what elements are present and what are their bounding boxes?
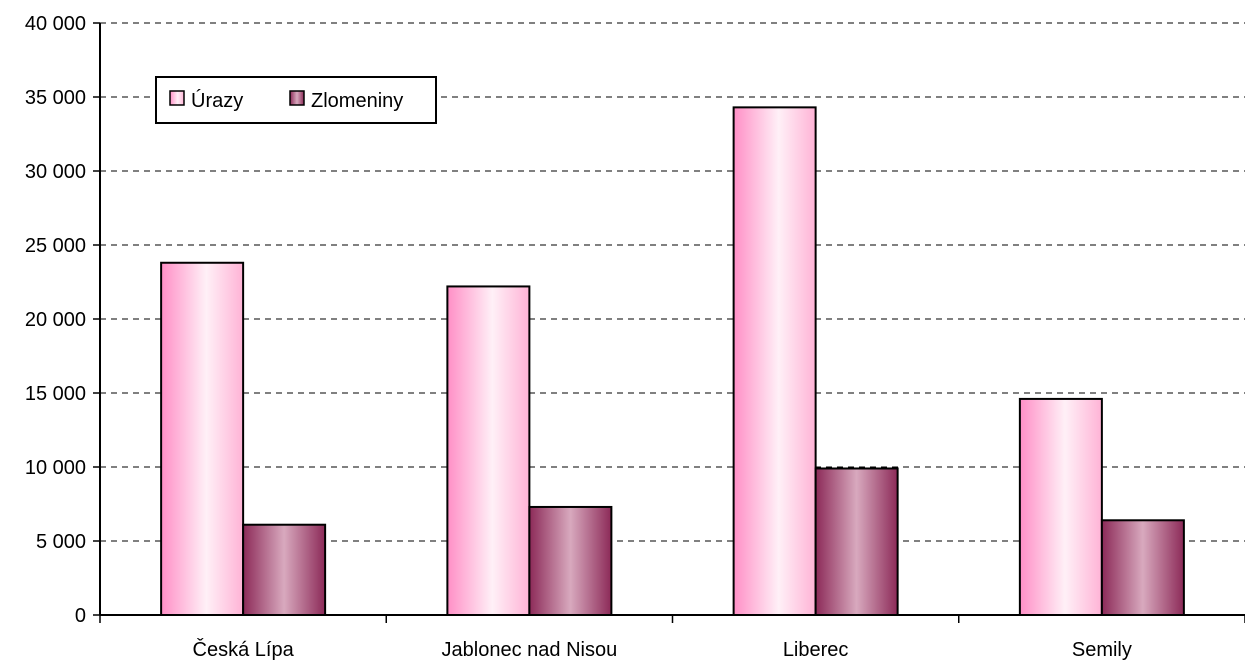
y-tick-label: 5 000	[36, 531, 86, 553]
bar-zlomeniny	[528, 505, 613, 616]
bar-urazy	[1018, 397, 1103, 617]
legend-label: Úrazy	[191, 89, 243, 112]
bar-urazy	[446, 285, 531, 616]
y-tick-label: 15 000	[25, 383, 86, 405]
legend: Úrazy Zlomeniny	[155, 76, 437, 124]
y-tick-label: 35 000	[25, 87, 86, 109]
x-tick-label: Jablonec nad Nisou	[442, 639, 618, 661]
y-tick-label: 0	[75, 605, 86, 627]
x-tick-label: Semily	[1072, 639, 1132, 661]
bar-zlomeniny	[242, 523, 327, 616]
legend-swatch	[169, 90, 185, 106]
x-tick-label: Liberec	[783, 639, 849, 661]
x-tick-label: Česká Lípa	[193, 638, 295, 661]
bar-urazy	[160, 261, 245, 616]
legend-swatch	[289, 90, 305, 106]
y-tick-label: 10 000	[25, 457, 86, 479]
y-tick-label: 30 000	[25, 161, 86, 183]
y-tick-label: 25 000	[25, 235, 86, 257]
bar-zlomeniny	[814, 467, 899, 617]
tick-labels: 0 5 000 10 000 15 000 20 000 25 000 30 000 35 0…	[25, 13, 1132, 661]
bar-urazy	[732, 106, 817, 617]
bars	[160, 106, 1185, 617]
bar-zlomeniny	[1100, 519, 1185, 617]
y-tick-label: 40 000	[25, 13, 86, 35]
legend-label: Zlomeniny	[311, 90, 403, 112]
y-tick-label: 20 000	[25, 309, 86, 331]
axes	[93, 22, 1245, 623]
